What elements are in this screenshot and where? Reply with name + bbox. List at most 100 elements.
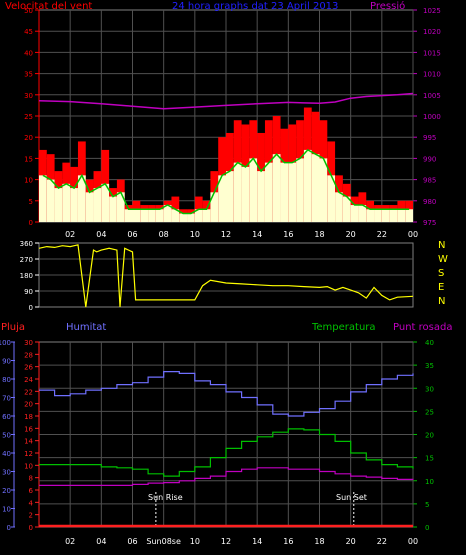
rain-tick-label: 8 [29,475,33,483]
humidity-tick-label: 40 [2,450,11,458]
wind-average-bar [218,175,226,222]
rain-tick-label: 24 [24,376,33,384]
wind-average-bar [226,171,234,222]
wind-average-bar [280,162,289,222]
wind-average-bar [46,179,55,222]
bottom-x-tick-label: Sun08se [146,537,181,546]
wind-average-bar [54,188,63,222]
wind-average-bar [194,209,203,222]
compass-letter: N [438,296,445,307]
rain-tick-label: 28 [24,351,33,359]
pressure-tick-label: 995 [423,134,436,142]
top-x-tick-label: 10 [190,230,200,239]
top-x-tick-label: 00 [408,230,418,239]
wind-average-bar [101,183,110,222]
rain-tick-label: 10 [24,462,33,470]
rain-tick-label: 6 [29,487,34,495]
compass-letter: E [438,282,444,293]
wind-pressure-chart: 0510152025303540455097598098599099510001… [24,7,441,239]
pressure-tick-label: 975 [423,219,436,227]
wind-average-bar [350,205,359,222]
wind-speed-tick-label: 30 [24,92,33,100]
bottom-x-tick-label: 16 [283,537,293,546]
wind-average-bar [163,205,172,222]
wind-average-bar [296,158,304,222]
pressure-tick-label: 1020 [423,28,441,36]
temperature-tick-label: 25 [425,408,434,416]
bottom-x-tick-label: 04 [96,537,106,546]
rain-tick-label: 16 [24,425,33,433]
wind-average-bar [202,209,211,222]
wind-average-bar [358,205,367,222]
wind-speed-tick-label: 35 [24,71,33,79]
wind-average-bar [241,166,250,222]
humidity-tick-label: 90 [2,358,11,366]
top-x-tick-label: 08 [159,230,169,239]
wind-average-bar [264,162,273,222]
wind-average-bar [171,209,180,222]
top-x-tick-label: 12 [221,230,231,239]
pressure-tick-label: 1015 [423,49,441,57]
rain-legend-label: Pluja [1,322,25,333]
wind-average-bar [62,183,71,222]
bottom-x-tick-label: 18 [314,537,324,546]
humidity-line [39,371,414,417]
wind-average-bar [288,162,297,222]
pressure-tick-label: 1000 [423,113,441,121]
top-x-tick-label: 18 [314,230,324,239]
wind-average-bar [155,209,164,222]
rain-tick-label: 14 [24,438,33,446]
wind-speed-tick-label: 15 [24,155,33,163]
wind-average-bar [109,196,117,222]
wind-direction-line [38,244,414,308]
pressure-axis-title: Pressió [370,0,405,12]
top-x-tick-label: 02 [65,230,75,239]
wind-speed-tick-label: 10 [24,177,33,185]
humidity-tick-label: 30 [2,469,11,477]
wind-average-bar [233,162,242,222]
wind-average-line [42,148,410,215]
temperature-tick-label: 15 [425,455,434,463]
wind-speed-tick-label: 5 [29,198,33,206]
wind-average-bar [319,158,328,222]
humidity-tick-label: 80 [2,376,11,384]
wind-speed-tick-label: 45 [24,28,33,36]
wind-average-bar [70,188,78,222]
wind-average-bar [124,209,133,222]
bottom-x-tick-label: 06 [127,537,137,546]
temperature-tick-label: 35 [425,362,434,370]
direction-tick-label: 90 [24,288,33,296]
wind-average-bar [397,209,406,222]
temperature-tick-label: 40 [425,339,434,347]
bottom-x-tick-label: 02 [65,537,75,546]
wind-average-bar [389,209,398,222]
wind-average-bar [272,154,281,222]
temperature-tick-label: 30 [425,385,434,393]
humidity-tick-label: 20 [2,487,11,495]
temperature-tick-label: 10 [425,478,434,486]
wind-average-bar [311,154,320,222]
humidity-legend-label: Humitat [66,322,106,333]
wind-average-bar [335,192,343,222]
wind-average-bar [381,209,390,222]
wind-average-bar [132,209,141,222]
wind-average-bar [303,149,312,222]
rain-tick-label: 4 [29,499,34,507]
bottom-x-tick-label: 12 [221,537,231,546]
wind-average-bar [148,209,156,222]
wind-average-bar [93,188,102,222]
wind-speed-tick-label: 50 [24,7,33,15]
wind-speed-tick-label: 20 [24,134,33,142]
wind-average-bar [405,209,413,222]
wind-average-bar [249,158,258,222]
top-x-tick-label: 14 [252,230,262,239]
top-x-tick-label: 04 [96,230,106,239]
wind-average-bar [366,209,375,222]
temperature-humidity-chart: 0102030405060708090100024681012141618202… [0,339,434,546]
pressure-tick-label: 1010 [423,71,441,79]
rain-tick-label: 20 [24,401,33,409]
dewpoint-legend-label: Punt rosada [393,322,452,333]
direction-tick-label: 270 [20,256,33,264]
top-x-tick-label: 06 [127,230,137,239]
